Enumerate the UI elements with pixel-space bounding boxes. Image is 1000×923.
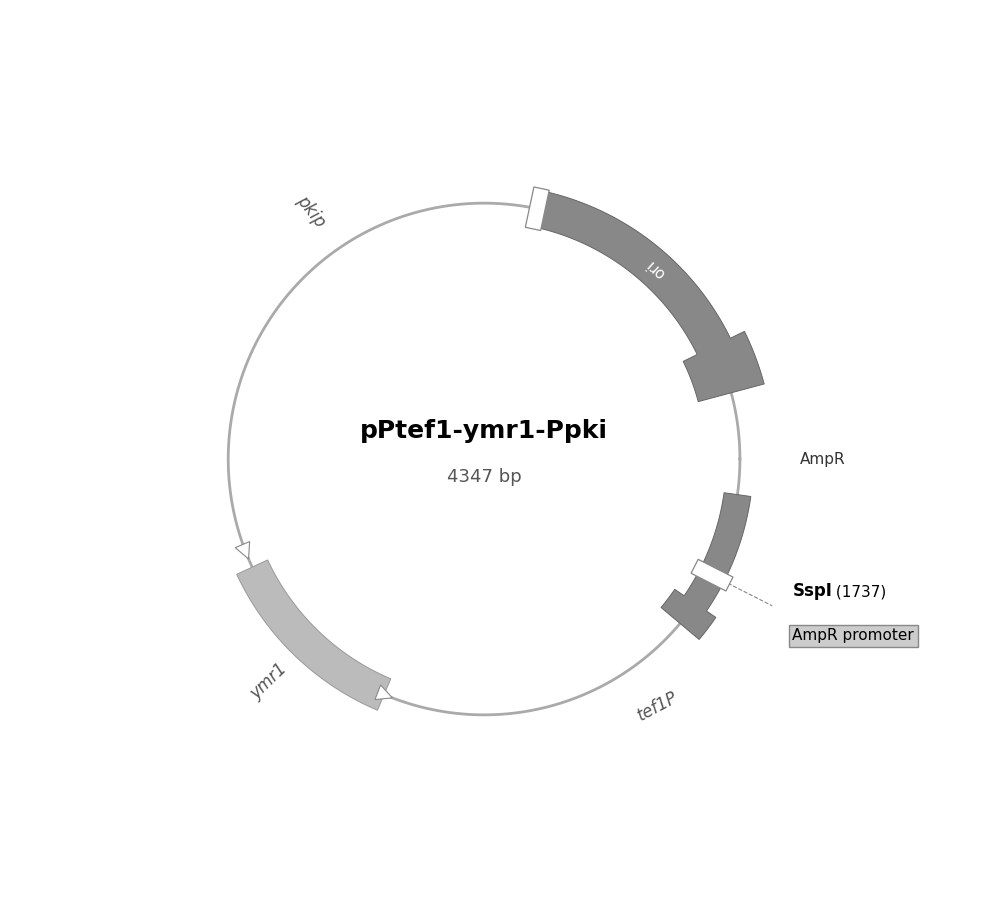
- Polygon shape: [237, 560, 391, 710]
- Bar: [525, 187, 549, 231]
- Text: 4347 bp: 4347 bp: [447, 468, 521, 485]
- Text: ori: ori: [643, 257, 668, 282]
- Text: SspI: SspI: [792, 582, 832, 600]
- Bar: [691, 559, 733, 591]
- Text: pPtef1-ymr1-Ppki: pPtef1-ymr1-Ppki: [360, 418, 608, 443]
- Polygon shape: [375, 685, 392, 700]
- Text: (1737): (1737): [831, 585, 887, 600]
- Text: AmpR promoter: AmpR promoter: [792, 629, 914, 643]
- Polygon shape: [661, 493, 751, 640]
- Polygon shape: [533, 191, 764, 402]
- Text: tef1P: tef1P: [634, 689, 681, 725]
- Polygon shape: [235, 542, 250, 559]
- Text: ymr1: ymr1: [247, 660, 291, 703]
- Text: pkip: pkip: [293, 192, 329, 231]
- Text: AmpR: AmpR: [800, 451, 846, 466]
